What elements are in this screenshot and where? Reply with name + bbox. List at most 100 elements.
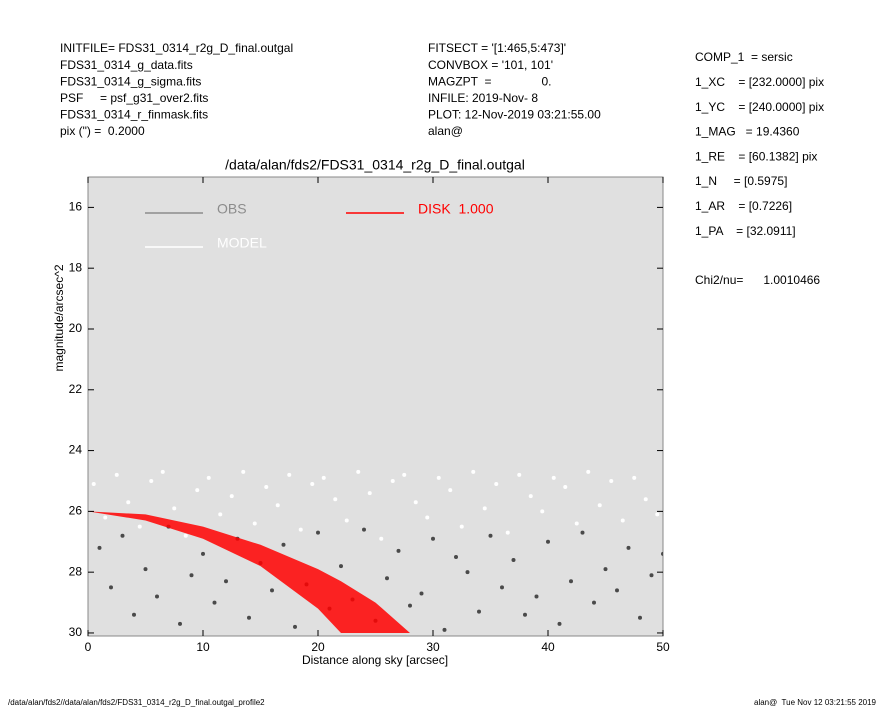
x-tick-label: 40 (541, 640, 555, 654)
header-line: FDS31_0314_g_data.fits (60, 58, 193, 72)
point (528, 494, 533, 499)
point (241, 469, 246, 474)
header-line: CONVBOX = '101, 101' (428, 58, 553, 72)
point (97, 545, 102, 550)
chart-title: /data/alan/fds2/FDS31_0314_r2g_D_final.o… (225, 157, 525, 173)
point (563, 485, 568, 490)
point (195, 488, 200, 493)
disk-band (88, 511, 410, 633)
point (615, 588, 619, 593)
header-line: alan@ (428, 124, 463, 138)
point (488, 533, 493, 538)
point (500, 585, 504, 590)
point (339, 564, 343, 569)
point (436, 475, 441, 480)
header-line: 1_YC = [240.0000] pix (695, 100, 824, 114)
point (218, 512, 223, 517)
point (661, 551, 663, 556)
point (638, 615, 642, 620)
header-line: pix (") = 0.2000 (60, 124, 145, 138)
header-line: 1_AR = [0.7226] (695, 199, 792, 213)
point (310, 482, 315, 487)
point (212, 600, 217, 605)
y-tick-label: 30 (69, 625, 83, 639)
x-tick-label: 50 (656, 640, 670, 654)
point (454, 554, 458, 559)
point (178, 621, 182, 626)
header-line: 1_MAG = 19.4360 (695, 125, 800, 139)
point (270, 588, 274, 593)
point (344, 518, 349, 523)
point (137, 524, 142, 529)
point (160, 469, 165, 474)
plot-area (87, 176, 664, 637)
point (557, 621, 562, 626)
point (620, 518, 625, 523)
point (126, 500, 131, 505)
legend-label: DISK 1.000 (418, 201, 494, 217)
point (425, 515, 430, 520)
point (189, 573, 194, 578)
point (523, 612, 527, 617)
header-line: INITFILE= FDS31_0314_r2g_D_final.outgal (60, 41, 293, 55)
point (396, 548, 401, 553)
header-line: INFILE: 2019-Nov- 8 (428, 91, 538, 105)
header-line: MAGZPT = 0. (428, 74, 551, 88)
x-axis-label: Distance along sky [arcsec] (302, 653, 448, 667)
point (465, 570, 470, 575)
point (155, 594, 159, 599)
point (201, 551, 205, 556)
point (229, 494, 234, 499)
header-line: 1_XC = [232.0000] pix (695, 75, 824, 89)
legend-label: MODEL (217, 235, 267, 251)
header-line: PSF = psf_g31_over2.fits (60, 91, 208, 105)
point (477, 609, 481, 614)
point (402, 472, 407, 477)
point (442, 627, 447, 632)
point (390, 478, 395, 483)
header-line: 1_PA = [32.0911] (695, 224, 796, 238)
y-tick-label: 28 (69, 564, 83, 578)
point (143, 567, 148, 572)
point (224, 579, 228, 584)
point (419, 591, 424, 596)
point (183, 533, 188, 538)
point (643, 497, 648, 502)
point (362, 527, 366, 532)
point (385, 576, 389, 581)
point (574, 521, 579, 526)
point (632, 475, 637, 480)
x-tick-label: 20 (311, 640, 325, 654)
point (597, 503, 602, 508)
point (264, 485, 269, 490)
point (379, 536, 384, 541)
x-tick-label: 30 (426, 640, 440, 654)
point (511, 558, 516, 563)
legend-label: OBS (217, 201, 247, 217)
point (367, 491, 372, 496)
data-layer (88, 469, 663, 633)
point (120, 533, 125, 538)
point (592, 600, 596, 605)
point (586, 469, 591, 474)
y-tick-label: 22 (69, 382, 83, 396)
point (206, 475, 211, 480)
point (569, 579, 573, 584)
point (132, 612, 136, 617)
footer-left: /data/alan/fds2//data/alan/fds2/FDS31_03… (8, 698, 265, 707)
header-line: FDS31_0314_r_finmask.fits (60, 108, 208, 122)
y-tick-label: 16 (69, 200, 83, 214)
point (91, 482, 96, 487)
point (281, 542, 286, 547)
point (546, 539, 550, 544)
point (172, 506, 177, 511)
point (551, 475, 556, 480)
x-tick-label: 10 (196, 640, 210, 654)
point (448, 488, 453, 493)
point (316, 530, 320, 535)
point (114, 472, 119, 477)
point (626, 545, 631, 550)
point (540, 509, 545, 514)
point (580, 530, 585, 535)
